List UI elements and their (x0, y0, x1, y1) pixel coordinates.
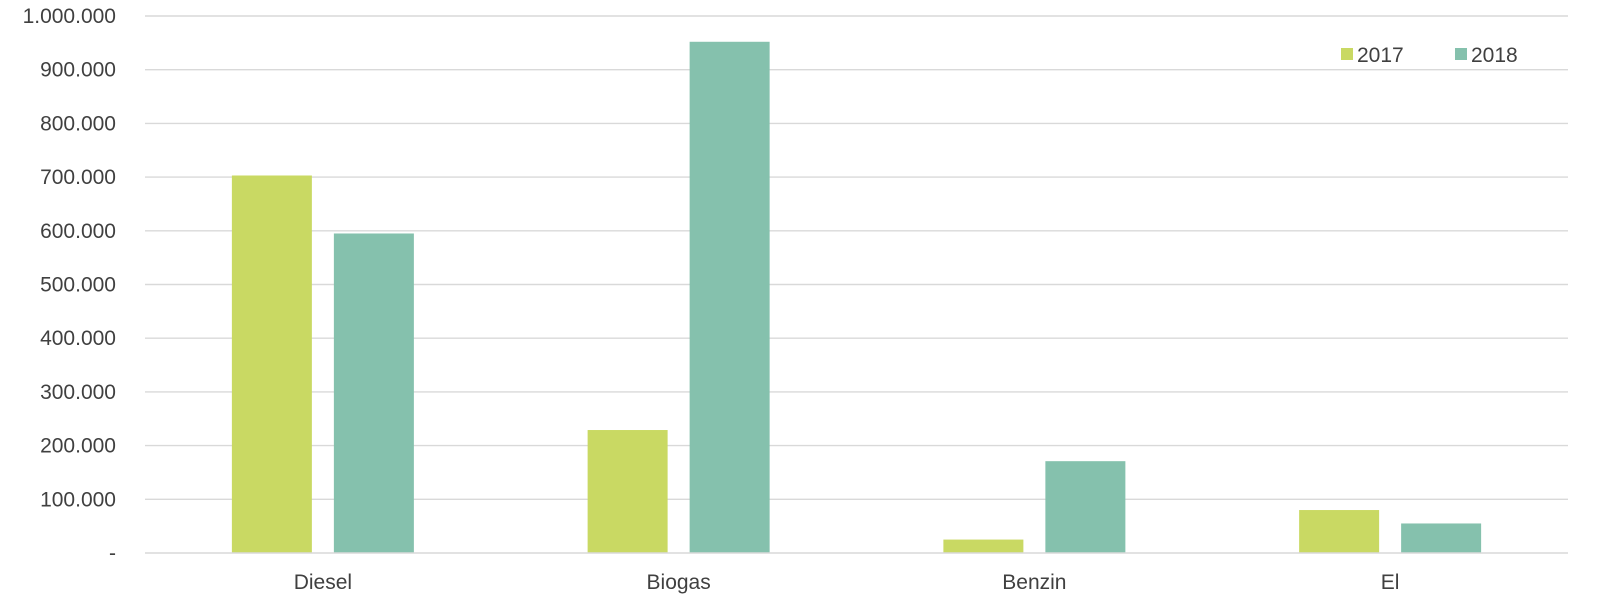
y-tick-label: 900.000 (40, 59, 116, 82)
legend-swatch-2018 (1455, 48, 1467, 60)
bar-benzin-2018 (1045, 461, 1126, 553)
legend-label: 2017 (1357, 44, 1404, 67)
y-tick-label: 400.000 (40, 327, 116, 350)
x-category-label: Benzin (1002, 571, 1066, 594)
bar-diesel-2018 (333, 233, 414, 554)
y-tick-label: - (109, 542, 116, 565)
legend-swatch-2017 (1341, 48, 1353, 60)
y-axis-tick-labels: - 100.000 200.000 300.000 400.000 500.000 600.… (23, 5, 116, 565)
bar-benzin-2017 (943, 539, 1024, 553)
y-tick-label: 500.000 (40, 274, 116, 297)
legend: 2017 2018 (1341, 44, 1518, 67)
y-tick-label: 100.000 (40, 488, 116, 511)
y-tick-label: 1.000.000 (23, 5, 116, 28)
x-axis-category-labels: Diesel Biogas Benzin El (294, 571, 1400, 594)
bar-el-2017 (1299, 510, 1380, 553)
x-category-label: El (1381, 571, 1400, 594)
y-tick-label: 300.000 (40, 381, 116, 404)
bars (231, 41, 1482, 554)
bar-biogas-2018 (689, 41, 770, 553)
legend-label: 2018 (1471, 44, 1518, 67)
y-tick-label: 200.000 (40, 435, 116, 458)
bar-diesel-2017 (231, 175, 312, 553)
x-category-label: Biogas (647, 571, 711, 594)
x-category-label: Diesel (294, 571, 352, 594)
bar-el-2018 (1401, 523, 1482, 553)
bar-biogas-2017 (587, 430, 668, 553)
y-tick-label: 700.000 (40, 166, 116, 189)
y-tick-label: 600.000 (40, 220, 116, 243)
y-tick-label: 800.000 (40, 112, 116, 135)
